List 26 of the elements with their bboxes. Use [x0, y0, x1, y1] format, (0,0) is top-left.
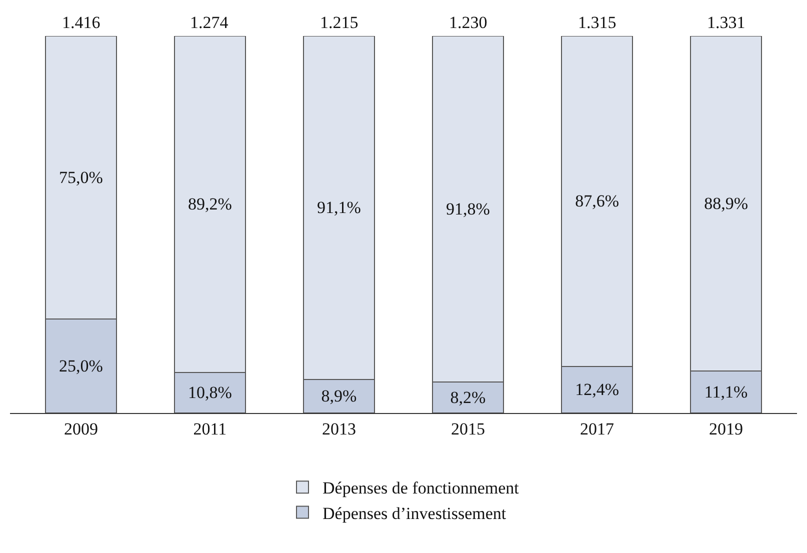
data-label: 75,0% [59, 168, 103, 187]
data-label: 8,9% [321, 386, 357, 406]
annotation: 1.315 [578, 13, 616, 32]
legend-label: Dépenses de fonctionnement [322, 478, 520, 498]
x-tick-label: 2011 [193, 419, 227, 438]
annotation: 1.416 [62, 13, 100, 32]
annotation: 1.215 [320, 13, 358, 32]
data-label: 87,6% [575, 192, 619, 211]
x-tick-label: 2017 [580, 419, 615, 438]
annotation: 1.274 [190, 13, 229, 32]
x-tick-label: 2009 [64, 419, 98, 438]
data-label: 25,0% [59, 356, 103, 376]
data-label: 88,9% [704, 194, 748, 214]
x-tick-label: 2019 [709, 419, 744, 438]
data-label: 12,4% [575, 380, 619, 400]
data-label: 10,8% [188, 383, 232, 402]
data-label: 91,1% [317, 198, 361, 218]
x-tick-label: 2015 [451, 419, 486, 438]
annotation: 1.331 [707, 13, 746, 32]
legend-label: Dépenses d’investissement [322, 504, 506, 523]
data-label: 89,2% [188, 194, 232, 214]
data-label: 11,1% [704, 382, 748, 402]
annotation: 1.230 [449, 13, 488, 32]
data-label: 91,8% [446, 200, 490, 219]
x-tick-label: 2013 [322, 419, 356, 438]
data-label: 8,2% [450, 388, 486, 408]
